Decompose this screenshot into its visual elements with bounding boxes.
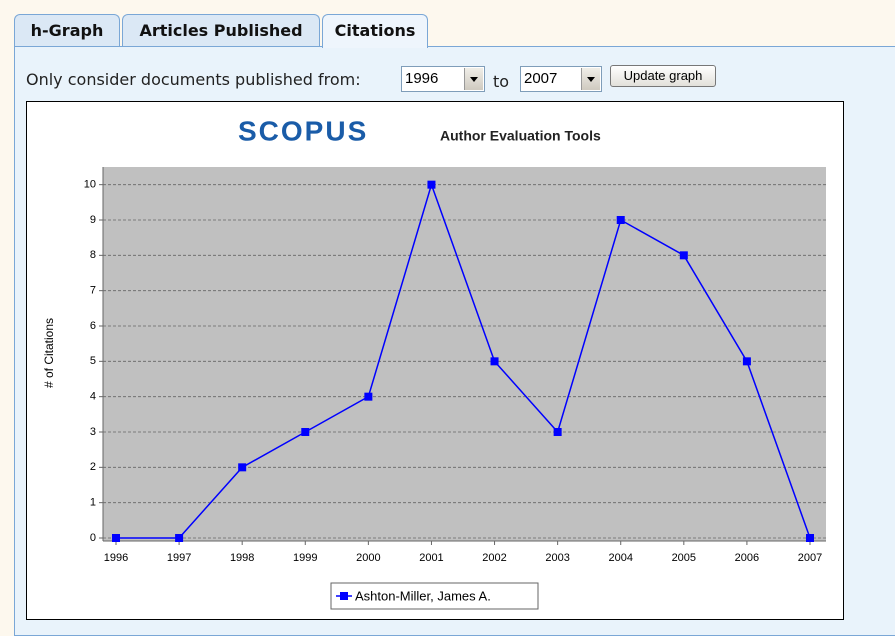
point — [742, 357, 751, 366]
tab[interactable]: Citations — [322, 14, 428, 48]
y-tick-label: 6 — [90, 320, 96, 332]
point — [490, 357, 499, 366]
legend-marker — [340, 592, 348, 600]
y-tick-label: 9 — [90, 214, 96, 226]
y-tick-label: 8 — [90, 249, 96, 261]
to-value: 2007 — [524, 70, 558, 87]
chart-title: Author Evaluation Tools — [440, 128, 601, 144]
legend-box — [330, 582, 539, 610]
y-axis-label: # of Citations — [42, 318, 56, 388]
point — [112, 534, 120, 542]
point — [301, 428, 310, 436]
update-button[interactable]: Update graph — [610, 65, 716, 87]
x-tick-label: 2000 — [356, 552, 380, 564]
plot-area — [103, 167, 826, 541]
x-tick-label: 2002 — [482, 552, 506, 564]
x-tick-label: 1999 — [293, 552, 317, 564]
point — [427, 180, 436, 189]
y-tick-label: 7 — [90, 285, 96, 297]
x-tick-label: 2007 — [798, 552, 822, 564]
y-tick-label: 4 — [90, 391, 96, 403]
legend-label: Ashton-Miller, James A. — [355, 588, 491, 603]
y-tick-label: 5 — [90, 355, 96, 367]
from-select[interactable]: 1996 — [401, 66, 485, 92]
x-tick-label: 1998 — [230, 552, 254, 564]
to-select[interactable]: 2007 — [520, 66, 602, 92]
point — [806, 534, 814, 542]
x-tick-label: 2006 — [735, 552, 759, 564]
to-label: to — [493, 72, 510, 91]
x-tick-label: 2003 — [545, 552, 569, 564]
y-tick-label: 2 — [90, 461, 96, 473]
series-line — [116, 182, 811, 539]
x-tick-label: 1996 — [104, 552, 128, 564]
filter-label: Only consider documents published from: — [26, 70, 361, 89]
x-tick-label: 1997 — [167, 552, 191, 564]
x-tick-label: 2001 — [419, 552, 443, 564]
point — [238, 463, 247, 472]
x-tick-label: 2005 — [672, 552, 696, 564]
tab[interactable]: h-Graph — [14, 14, 120, 46]
point — [175, 534, 184, 542]
point — [553, 428, 562, 436]
logo: SCOPUS — [238, 115, 368, 146]
x-tick-label: 2004 — [608, 552, 632, 564]
chart: SCOPUS Author Evaluation Tools # of Cita… — [26, 101, 844, 620]
point — [364, 392, 373, 401]
point — [616, 216, 625, 224]
y-tick-label: 3 — [90, 426, 96, 438]
from-value: 1996 — [405, 70, 439, 87]
y-tick-label: 10 — [84, 179, 96, 191]
y-tick-label: 0 — [90, 532, 96, 544]
tab[interactable]: Articles Published — [122, 14, 320, 46]
point — [679, 251, 688, 260]
y-tick-label: 1 — [90, 497, 96, 509]
